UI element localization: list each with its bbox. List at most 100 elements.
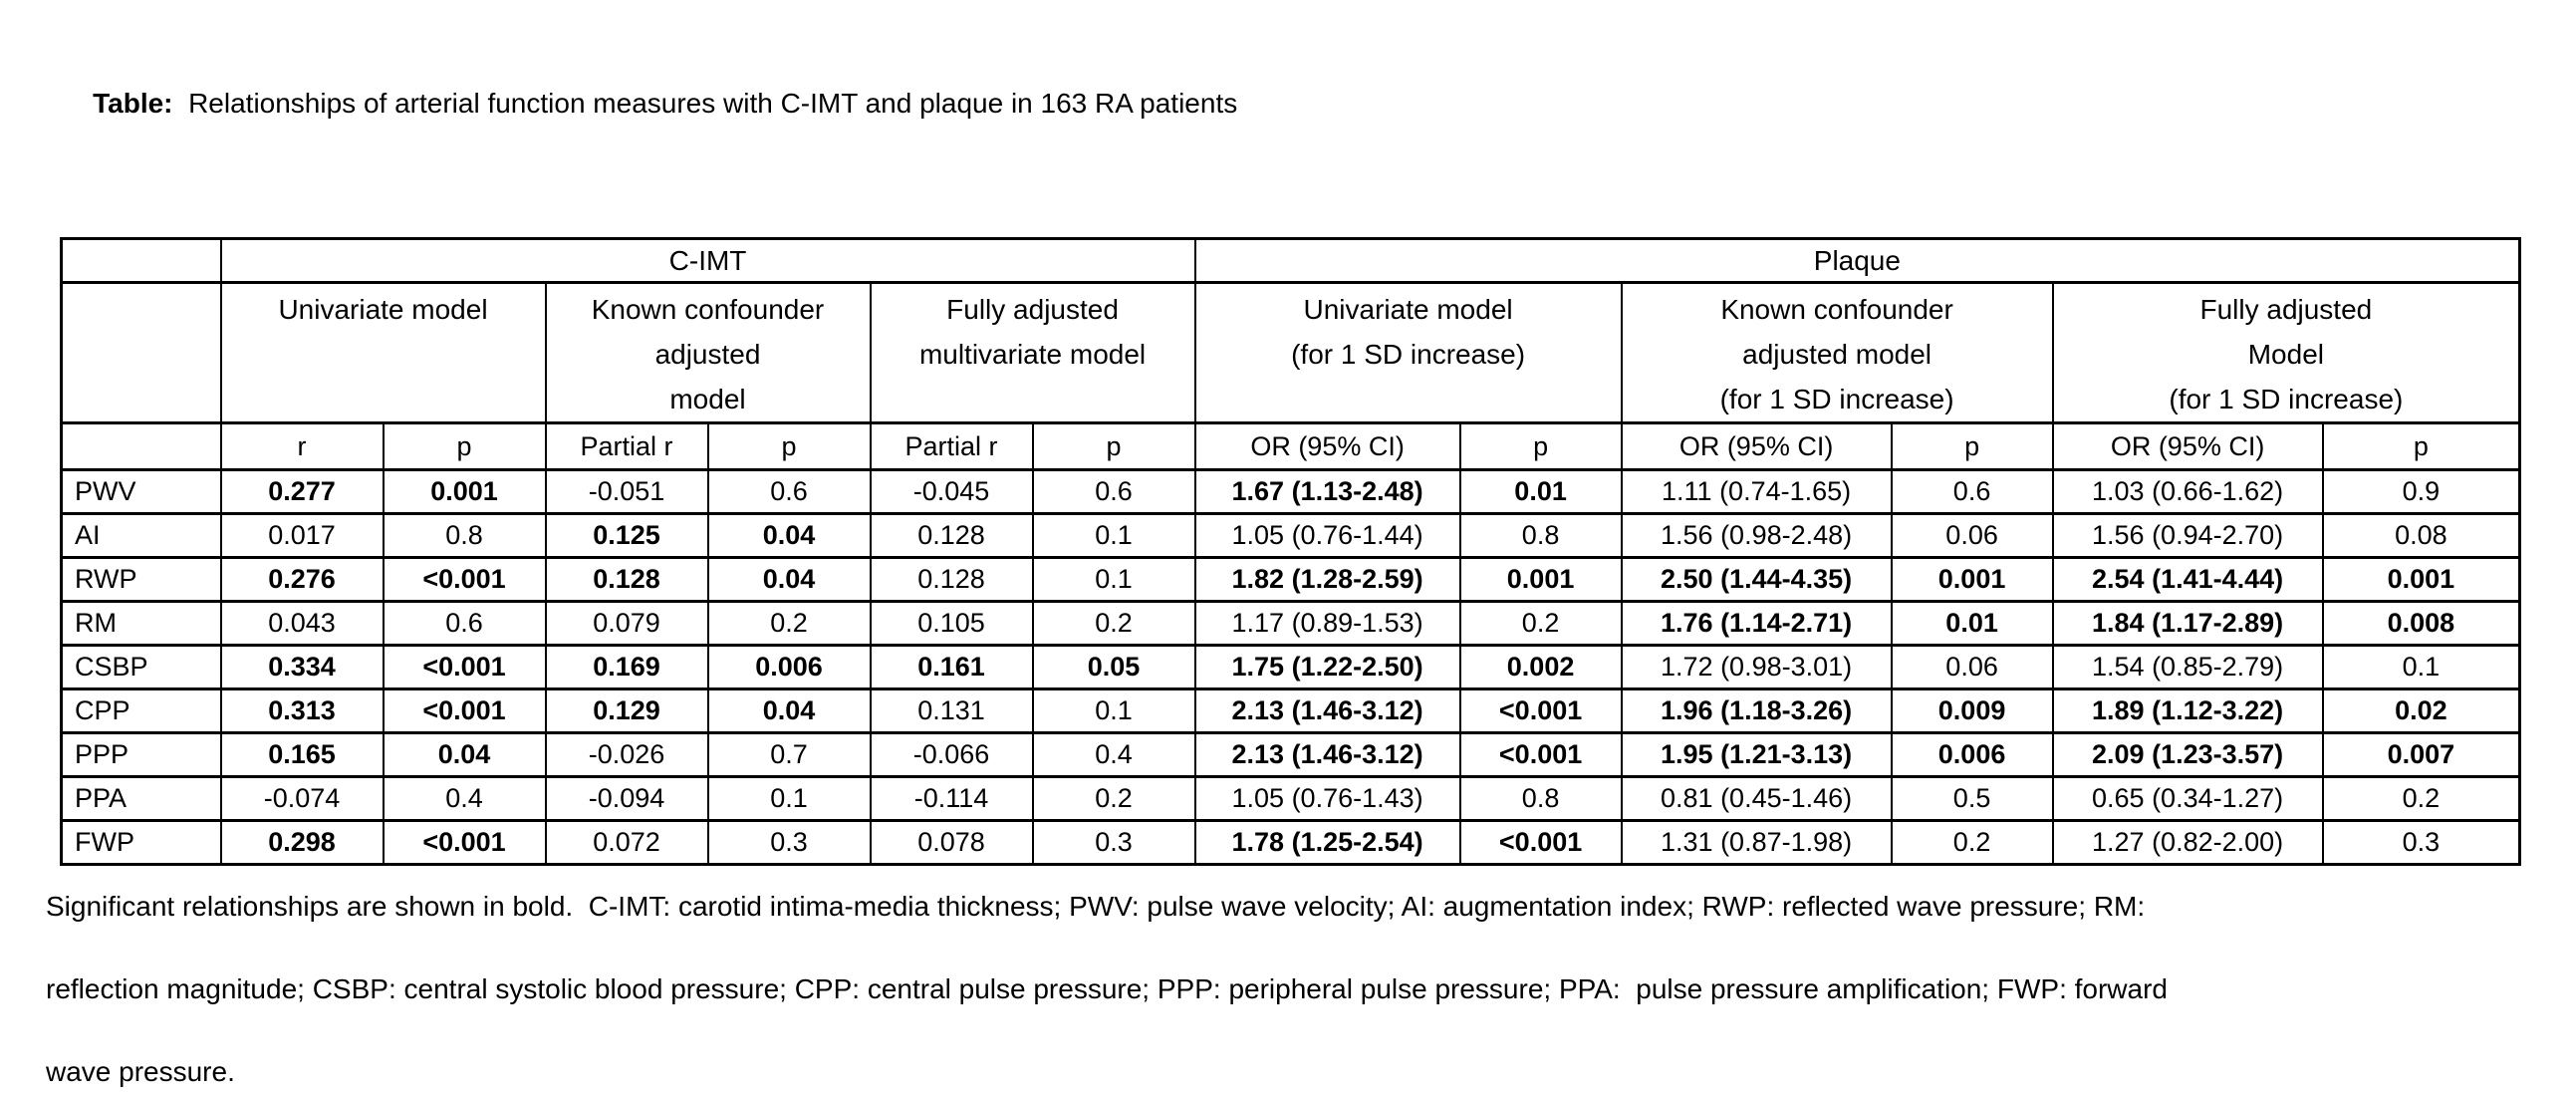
table-row: FWP 0.298 <0.001 0.072 0.3 0.078 0.3 1.78 (1.25…	[60, 819, 2521, 866]
data-cell: 0.276	[219, 556, 385, 603]
data-cell: 0.6	[1890, 468, 2054, 515]
table-row: RM 0.043 0.6 0.079 0.2 0.105 0.2 1.17 (0.89-1.5…	[60, 600, 2521, 647]
data-cell: 0.2	[1031, 775, 1196, 822]
stat-header: Partial r	[544, 421, 709, 471]
data-cell: 0.3	[1031, 819, 1196, 866]
row-label: PPA	[60, 775, 222, 822]
row-label: PPP	[60, 731, 222, 778]
row-label: RM	[60, 600, 222, 647]
data-cell: 0.001	[1458, 556, 1623, 603]
data-cell: 1.03 (0.66-1.62)	[2051, 468, 2324, 515]
row-label: PWV	[60, 468, 222, 515]
data-cell: 2.13 (1.46-3.12)	[1193, 731, 1461, 778]
stat-header: p	[382, 421, 547, 471]
data-cell: 2.50 (1.44-4.35)	[1620, 556, 1893, 603]
table-row: PPP 0.165 0.04 -0.026 0.7 -0.066 0.4 2.13 (1.46…	[60, 731, 2521, 778]
group-header-row: C-IMT Plaque	[60, 237, 2521, 284]
data-cell: 0.334	[219, 644, 385, 690]
data-cell: 0.6	[382, 600, 547, 647]
data-cell: 0.4	[1031, 731, 1196, 778]
row-label: CPP	[60, 687, 222, 734]
stat-header: Partial r	[869, 421, 1034, 471]
stat-header: p	[706, 421, 872, 471]
data-cell: 0.1	[1031, 556, 1196, 603]
data-cell: 1.67 (1.13-2.48)	[1193, 468, 1461, 515]
stat-header: OR (95% CI)	[1193, 421, 1461, 471]
data-cell: 0.3	[706, 819, 872, 866]
data-cell: 0.165	[219, 731, 385, 778]
data-cell: 2.13 (1.46-3.12)	[1193, 687, 1461, 734]
data-cell: 1.82 (1.28-2.59)	[1193, 556, 1461, 603]
data-cell: 0.128	[544, 556, 709, 603]
data-cell: 0.04	[382, 731, 547, 778]
data-cell: 0.125	[544, 512, 709, 559]
data-cell: 0.1	[1031, 687, 1196, 734]
data-cell: 0.04	[706, 687, 872, 734]
data-cell: <0.001	[1458, 687, 1623, 734]
data-cell: 0.02	[2321, 687, 2521, 734]
data-cell: 0.6	[706, 468, 872, 515]
stat-header: OR (95% CI)	[2051, 421, 2324, 471]
data-cell: 1.56 (0.94-2.70)	[2051, 512, 2324, 559]
data-cell: 0.128	[869, 556, 1034, 603]
data-cell: 1.31 (0.87-1.98)	[1620, 819, 1893, 866]
data-cell: 0.006	[1890, 731, 2054, 778]
model-header-plaque-univariate: Univariate model (for 1 SD increase)	[1193, 281, 1623, 424]
data-cell: 0.313	[219, 687, 385, 734]
footnote-line: reflection magnitude; CSBP: central syst…	[46, 973, 2168, 1004]
data-cell: 1.72 (0.98-3.01)	[1620, 644, 1893, 690]
data-cell: 0.161	[869, 644, 1034, 690]
stat-header: r	[219, 421, 385, 471]
stat-header: p	[2321, 421, 2521, 471]
data-cell: 0.8	[382, 512, 547, 559]
model-header-plaque-known-confounder: Known confounder adjusted model (for 1 S…	[1620, 281, 2054, 424]
data-cell: 0.079	[544, 600, 709, 647]
data-cell: 0.01	[1458, 468, 1623, 515]
row-label: RWP	[60, 556, 222, 603]
stat-header-row: r p Partial r p Partial r p OR (95% CI) …	[60, 421, 2521, 471]
data-cell: 0.4	[382, 775, 547, 822]
data-cell: 0.169	[544, 644, 709, 690]
table-caption-text: Relationships of arterial function measu…	[172, 88, 1238, 119]
model-header-cimt-univariate: Univariate model	[219, 281, 547, 424]
table-header: C-IMT Plaque Univariate model Known conf…	[60, 237, 2521, 471]
data-cell: 0.105	[869, 600, 1034, 647]
footnote-line: Significant relationships are shown in b…	[46, 891, 2146, 922]
data-cell: 0.129	[544, 687, 709, 734]
data-cell: 0.01	[1890, 600, 2054, 647]
data-cell: 0.81 (0.45-1.46)	[1620, 775, 1893, 822]
data-cell: 1.95 (1.21-3.13)	[1620, 731, 1893, 778]
data-cell: 1.17 (0.89-1.53)	[1193, 600, 1461, 647]
data-cell: -0.074	[219, 775, 385, 822]
data-cell: 0.2	[706, 600, 872, 647]
stat-header: p	[1890, 421, 2054, 471]
data-cell: 0.002	[1458, 644, 1623, 690]
table-row: CSBP 0.334 <0.001 0.169 0.006 0.161 0.05 1.75 (…	[60, 644, 2521, 690]
table-row: PWV 0.277 0.001 -0.051 0.6 -0.045 0.6 1.67 (1.1…	[60, 468, 2521, 515]
data-cell: 0.001	[2321, 556, 2521, 603]
model-header-cimt-fully-adjusted: Fully adjusted multivariate model	[869, 281, 1196, 424]
data-cell: <0.001	[1458, 819, 1623, 866]
data-cell: 0.06	[1890, 644, 2054, 690]
data-cell: 1.89 (1.12-3.22)	[2051, 687, 2324, 734]
data-cell: 0.2	[1031, 600, 1196, 647]
results-table: C-IMT Plaque Univariate model Known conf…	[60, 237, 2522, 866]
data-cell: 0.2	[1890, 819, 2054, 866]
data-cell: -0.045	[869, 468, 1034, 515]
data-cell: 0.5	[1890, 775, 2054, 822]
stat-header: OR (95% CI)	[1620, 421, 1893, 471]
data-cell: 0.008	[2321, 600, 2521, 647]
data-cell: 0.6	[1031, 468, 1196, 515]
data-cell: <0.001	[1458, 731, 1623, 778]
table-row: PPA -0.074 0.4 -0.094 0.1 -0.114 0.2 1.05 (0.76…	[60, 775, 2521, 822]
table-caption: Table: Relationships of arterial functio…	[62, 56, 1237, 151]
stat-header: p	[1031, 421, 1196, 471]
data-cell: 0.05	[1031, 644, 1196, 690]
data-cell: 1.56 (0.98-2.48)	[1620, 512, 1893, 559]
data-cell: 0.017	[219, 512, 385, 559]
data-cell: 0.277	[219, 468, 385, 515]
table-caption-label: Table:	[93, 88, 173, 119]
table-footnote: Significant relationships are shown in b…	[46, 865, 2168, 1098]
data-cell: 0.06	[1890, 512, 2054, 559]
